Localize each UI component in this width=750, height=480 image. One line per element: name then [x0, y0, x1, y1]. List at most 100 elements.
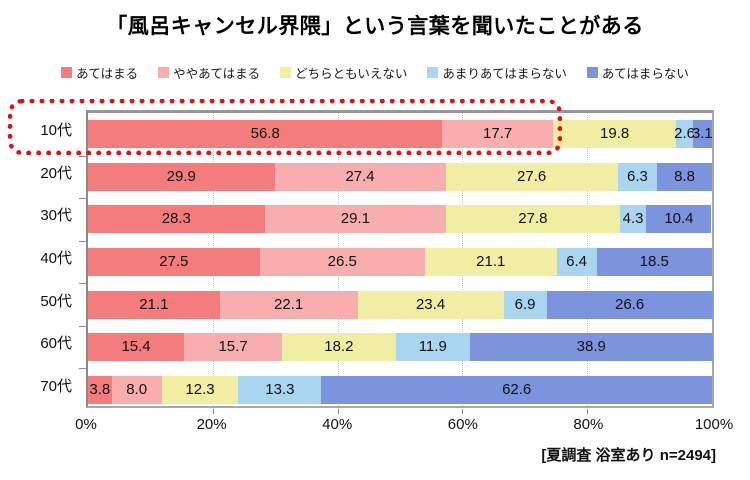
bar-row: 3.8 8.0 12.3 13.3 62.6: [88, 375, 712, 404]
bar-value-label: 10.4: [664, 210, 694, 228]
category-label: 10代: [40, 122, 72, 140]
bar-segment: 19.8: [552, 120, 677, 149]
bar-segment: 28.3: [88, 205, 265, 234]
bar-value-label: 27.8: [518, 210, 548, 228]
x-axis-label: 20%: [196, 416, 227, 433]
x-axis-tick: [587, 409, 589, 414]
bar-segment: 17.7: [442, 120, 553, 149]
category-label: 50代: [40, 292, 72, 310]
bar-segment: 23.4: [357, 290, 504, 319]
bar-value-label: 3.1: [691, 125, 713, 143]
bar-value-label: 18.2: [324, 338, 354, 356]
category-label: 30代: [40, 207, 72, 225]
legend-label: あてはまらない: [601, 67, 689, 81]
bar-segment: 21.1: [424, 248, 557, 276]
bar-value-label: 4.3: [622, 210, 644, 228]
category-axis: 10代 20代 30代 40代 50代 60代 70代: [0, 110, 80, 408]
bar-segment: 29.9: [88, 162, 275, 191]
bar-value-label: 21.1: [139, 295, 169, 313]
x-axis-tick: [337, 409, 339, 414]
bar-segment: 27.6: [445, 162, 618, 191]
bar-row: 27.5 26.5 21.1 6.4 18.5: [88, 248, 712, 276]
y-axis-tick: [79, 368, 86, 370]
bar-segment: 27.5: [88, 248, 260, 276]
bar-segment: 6.4: [556, 248, 597, 276]
bar-value-label: 21.1: [476, 253, 506, 270]
bar-row: 21.1 22.1 23.4 6.9 26.6: [88, 290, 713, 319]
bar-value-label: 27.5: [159, 253, 189, 270]
bar-value-label: 28.3: [161, 210, 191, 228]
bar-value-label: 6.9: [514, 295, 536, 313]
bar-segment: 18.5: [596, 248, 712, 276]
bar-segment: 26.6: [546, 290, 713, 319]
bar-value-label: 17.7: [483, 125, 513, 143]
chart-title: 「風呂キャンセル界隈」という言葉を聞いたことがある: [106, 15, 644, 38]
bar-value-label: 26.6: [615, 295, 645, 313]
legend-swatch-icon: [427, 67, 439, 78]
bar-segment: 29.1: [264, 205, 447, 234]
x-axis-label: 80%: [573, 416, 604, 433]
bar-value-label: 11.9: [418, 338, 447, 356]
bar-value-label: 3.8: [89, 380, 111, 398]
bar-value-label: 27.4: [345, 167, 375, 185]
bar-row: 15.4 15.7 18.2 11.9 38.9: [88, 333, 713, 362]
bar-segment: 13.3: [238, 375, 322, 404]
bar-value-label: 19.8: [600, 125, 630, 143]
legend-label: あまりあてはまらない: [442, 67, 567, 81]
bar-segment: 27.8: [446, 205, 620, 234]
bar-value-label: 8.8: [674, 167, 695, 185]
bar-segment: 21.1: [88, 290, 220, 319]
bar-segment: 15.7: [184, 333, 283, 362]
bar-value-label: 12.3: [185, 380, 215, 398]
y-axis-tick: [79, 155, 86, 157]
bar-segment: 10.4: [646, 205, 712, 234]
bar-segment: 27.4: [274, 162, 446, 191]
legend-swatch-icon: [586, 67, 598, 78]
x-axis: 0% 20% 40% 60% 80% 100%: [75, 416, 733, 436]
y-axis-tick: [79, 198, 86, 200]
bar-value-label: 23.4: [415, 295, 446, 313]
x-axis-label: 60%: [447, 416, 478, 433]
x-axis-label: 40%: [322, 416, 353, 433]
bar-segment: 15.4: [88, 333, 185, 362]
bar-segment: 11.9: [395, 333, 470, 362]
bar-segment: 12.3: [161, 375, 239, 404]
category-label: 20代: [40, 164, 72, 182]
bar-value-label: 18.5: [639, 253, 669, 270]
category-label: 70代: [40, 377, 72, 395]
bar-value-label: 26.5: [327, 253, 357, 270]
bar-row: 29.9 27.4 27.6 6.3 8.8: [88, 162, 712, 191]
bar-segment: 3.8: [88, 375, 112, 404]
bar-segment: 56.8: [88, 120, 443, 149]
legend-item-0: あてはまる: [61, 63, 138, 82]
bar-segment: 26.5: [259, 248, 425, 276]
category-label: 60代: [40, 335, 72, 353]
y-axis-tick: [79, 325, 86, 327]
bar-segment: 8.0: [111, 375, 162, 404]
bar-segment: 38.9: [469, 333, 713, 362]
bar-value-label: 29.1: [340, 210, 370, 228]
bar-value-label: 38.9: [576, 338, 606, 356]
legend-swatch-icon: [158, 67, 170, 78]
legend-label: どちらともいえない: [295, 67, 408, 81]
bar-value-label: 22.1: [274, 295, 304, 313]
x-axis-tick: [212, 409, 214, 414]
legend-label: あてはまる: [76, 67, 139, 81]
legend-item-4: あてはまらない: [586, 63, 689, 82]
bar-segment: 2.6: [674, 120, 695, 149]
bar-segment: 8.8: [657, 162, 712, 191]
bar-value-label: 27.6: [517, 167, 547, 185]
x-axis-tick: [462, 409, 464, 414]
bar-value-label: 15.7: [218, 338, 248, 356]
legend-label: ややあてはまる: [173, 67, 261, 81]
bar-segment: 62.6: [321, 375, 712, 404]
bar-segment: 6.9: [503, 290, 547, 319]
legend-swatch-icon: [61, 67, 73, 78]
legend-item-3: あまりあてはまらない: [427, 63, 567, 82]
bar-value-label: 2.6: [674, 125, 695, 143]
bar-value-label: 62.6: [502, 380, 532, 398]
bar-segment: 22.1: [219, 290, 358, 319]
bar-row: 56.8 17.7 19.8 2.6 3.1: [88, 120, 713, 149]
bar-value-label: 56.8: [250, 125, 280, 143]
